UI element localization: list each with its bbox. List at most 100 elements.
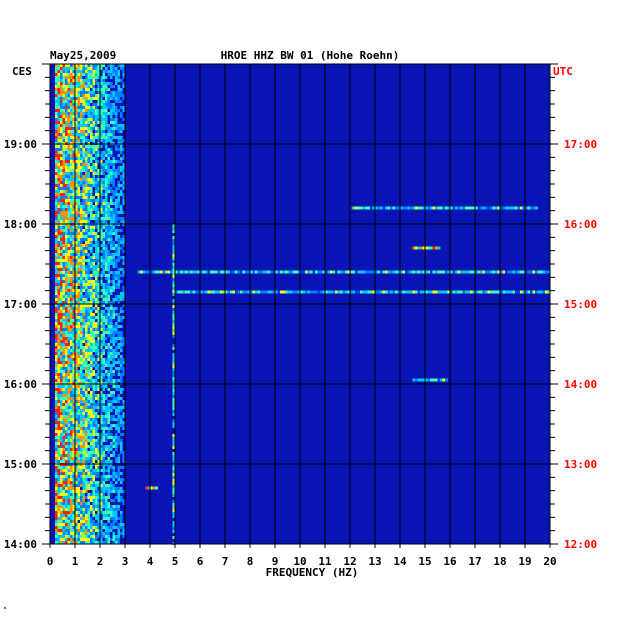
spectral-cell <box>110 229 113 232</box>
spectral-cell <box>82 148 85 151</box>
spectral-cell <box>102 169 105 172</box>
spectral-cell <box>382 270 386 274</box>
spectral-cell <box>77 412 80 415</box>
spectral-cell <box>72 145 75 148</box>
spectral-cell <box>112 196 115 199</box>
spectral-cell <box>87 400 90 403</box>
spectral-cell <box>137 270 141 274</box>
spectral-cell <box>72 205 75 208</box>
spectral-cell <box>65 64 68 67</box>
spectral-cell <box>122 211 125 214</box>
spectral-cell <box>82 115 85 118</box>
spectral-cell <box>65 325 68 328</box>
spectral-cell <box>102 472 105 475</box>
spectral-cell <box>120 331 123 334</box>
spectral-cell <box>115 472 118 475</box>
spectral-cell <box>82 313 85 316</box>
spectral-cell <box>357 290 361 294</box>
spectral-cell <box>67 316 70 319</box>
spectral-cell <box>112 508 115 511</box>
spectral-cell <box>360 270 363 274</box>
spectral-cell <box>90 301 93 304</box>
spectral-cell <box>445 270 448 274</box>
spectral-cell <box>102 205 105 208</box>
spectral-cell <box>102 118 105 121</box>
spectral-cell <box>120 367 123 370</box>
spectral-cell <box>100 346 103 349</box>
spectral-cell <box>70 229 73 232</box>
spectral-cell <box>92 454 95 457</box>
spectral-cell <box>67 226 70 229</box>
spectral-cell <box>107 520 110 523</box>
spectral-cell <box>72 79 75 82</box>
spectral-cell <box>92 493 95 496</box>
spectral-cell <box>57 334 60 337</box>
spectral-cell <box>107 214 110 217</box>
spectral-cell <box>112 136 115 139</box>
spectral-cell <box>77 268 80 271</box>
spectral-cell <box>120 478 123 481</box>
spectral-cell <box>122 175 125 178</box>
spectral-cell <box>320 270 323 274</box>
spectral-cell <box>122 178 125 181</box>
spectral-cell <box>57 262 60 265</box>
spectral-cell <box>57 70 60 73</box>
spectral-cell <box>117 421 120 424</box>
spectral-cell <box>75 424 78 427</box>
spectral-cell <box>107 529 110 532</box>
spectral-cell <box>90 346 93 349</box>
spectral-cell <box>55 166 58 169</box>
spectral-cell <box>97 256 100 259</box>
spectral-cell <box>67 241 70 244</box>
spectral-cell <box>92 262 95 265</box>
spectral-cell <box>87 268 90 271</box>
spectral-cell <box>57 277 60 280</box>
spectral-cell <box>100 208 103 211</box>
spectral-cell <box>77 229 80 232</box>
spectral-cell <box>470 270 473 274</box>
spectral-cell <box>112 343 115 346</box>
spectral-cell <box>477 206 481 210</box>
spectral-cell <box>112 361 115 364</box>
spectral-cell <box>77 313 80 316</box>
x-tick-label: 19 <box>518 555 531 568</box>
spectral-cell <box>102 199 105 202</box>
spectral-cell <box>112 226 115 229</box>
spectral-cell <box>77 73 80 76</box>
spectral-cell <box>85 277 88 280</box>
spectral-cell <box>172 257 175 260</box>
spectral-cell <box>90 160 93 163</box>
spectral-cell <box>102 352 105 355</box>
spectral-cell <box>60 421 63 424</box>
spectral-cell <box>70 508 73 511</box>
spectral-cell <box>430 290 433 294</box>
spectral-cell <box>82 439 85 442</box>
spectral-cell <box>530 290 533 294</box>
spectral-cell <box>77 241 80 244</box>
spectral-cell <box>87 73 90 76</box>
spectral-cell <box>102 403 105 406</box>
spectral-cell <box>72 253 75 256</box>
spectral-cell <box>120 130 123 133</box>
spectral-cell <box>80 115 83 118</box>
spectral-cell <box>95 430 98 433</box>
spectral-cell <box>70 226 73 229</box>
spectral-cell <box>57 445 60 448</box>
spectral-cell <box>100 379 103 382</box>
spectral-cell <box>62 538 65 541</box>
spectral-cell <box>75 109 78 112</box>
spectral-cell <box>420 206 423 210</box>
spectral-cell <box>102 106 105 109</box>
spectral-cell <box>82 121 85 124</box>
spectral-cell <box>85 442 88 445</box>
spectral-cell <box>115 490 118 493</box>
spectral-cell <box>332 270 336 274</box>
spectral-cell <box>77 250 80 253</box>
spectral-cell <box>57 511 60 514</box>
spectral-cell <box>122 157 125 160</box>
spectral-cell <box>77 484 80 487</box>
x-tick-label: 9 <box>272 555 279 568</box>
spectral-cell <box>57 532 60 535</box>
spectral-cell <box>112 112 115 115</box>
spectral-cell <box>112 334 115 337</box>
